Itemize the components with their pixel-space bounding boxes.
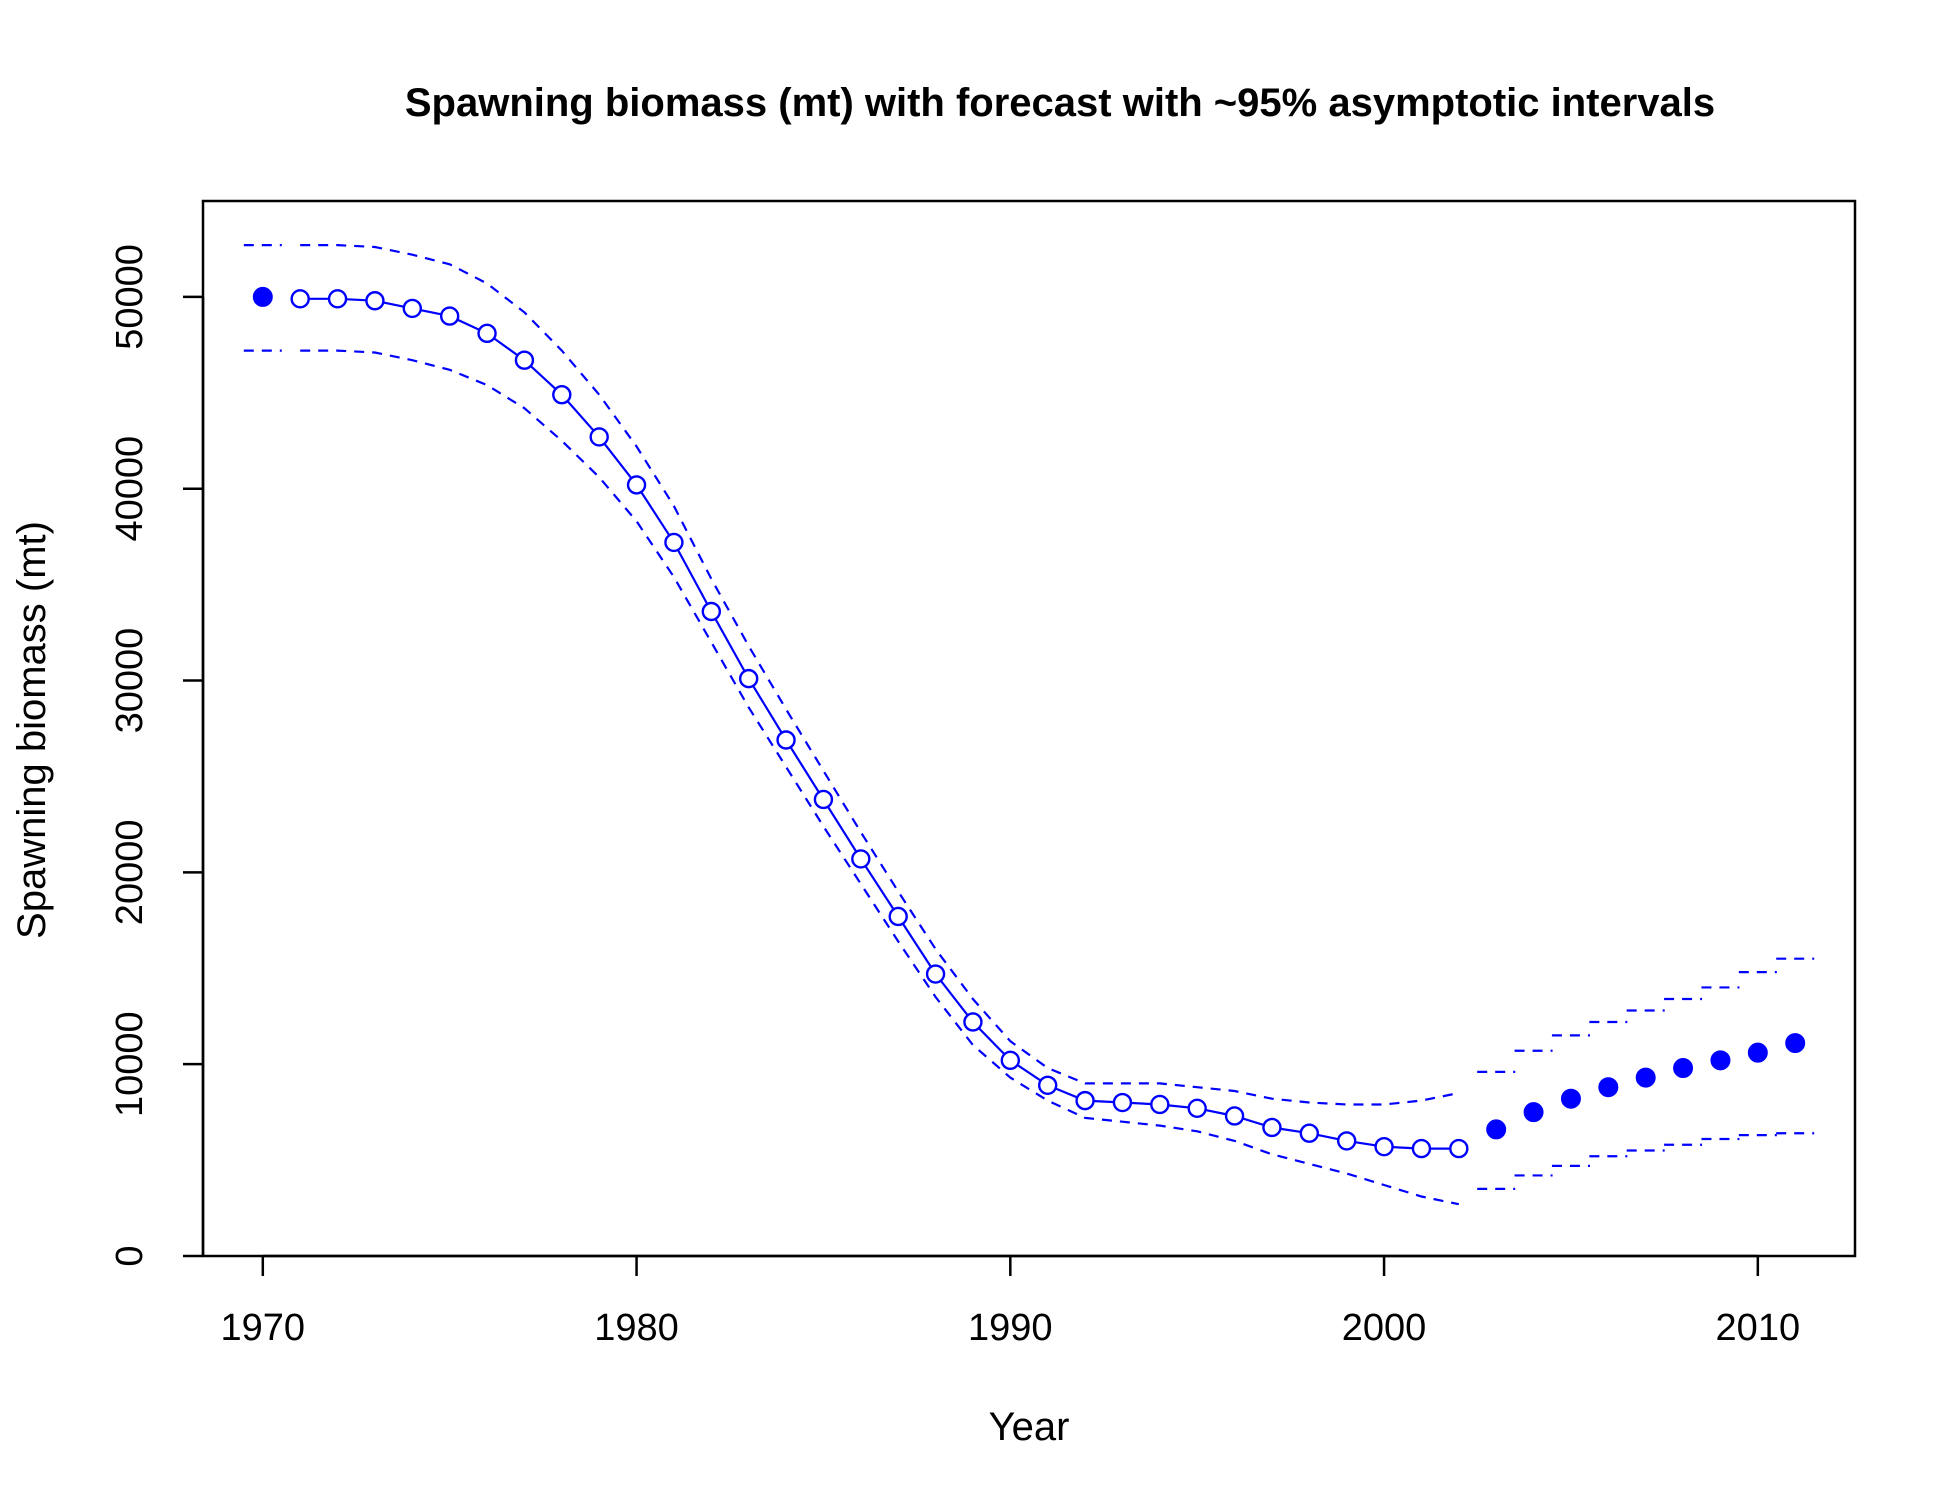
y-tick-label: 50000: [109, 244, 151, 350]
data-point: [365, 291, 385, 311]
plot-area: [243, 244, 1815, 1206]
plot-frame: [201, 199, 1857, 1258]
data-point: [701, 601, 722, 622]
data-point: [738, 668, 759, 689]
data-point: [402, 298, 423, 319]
data-point: [1598, 1077, 1619, 1098]
y-axis-label: Spawning biomass (mt): [10, 521, 54, 939]
data-point: [1037, 1075, 1058, 1095]
series-virgin: [243, 244, 282, 352]
data-point: [514, 350, 535, 370]
data-point: [552, 385, 572, 405]
data-point: [1486, 1119, 1507, 1140]
data-point: [1560, 1088, 1581, 1109]
data-point: [327, 289, 348, 309]
lower-interval-line: [300, 349, 1460, 1206]
data-point: [1224, 1106, 1245, 1126]
y-tick-label: 10000: [109, 1011, 151, 1117]
x-axis: 1970 1980 1990 2000 2010: [221, 1254, 1801, 1349]
x-tick-label: 2010: [1716, 1307, 1801, 1349]
data-point: [589, 427, 609, 447]
data-point: [1710, 1050, 1731, 1071]
y-tick-label: 20000: [109, 820, 151, 926]
x-tick-label: 2000: [1342, 1307, 1427, 1349]
data-point: [290, 289, 310, 309]
data-point: [851, 849, 871, 869]
data-point: [1523, 1102, 1544, 1123]
data-point: [776, 730, 796, 750]
data-point: [1673, 1058, 1694, 1079]
y-axis: 0 10000 20000 30000 40000 50000: [109, 244, 205, 1267]
series-forecast: [1477, 957, 1815, 1190]
x-tick-label: 1980: [594, 1307, 679, 1349]
upper-interval-line: [300, 244, 1460, 1106]
x-axis-label: Year: [989, 1405, 1070, 1449]
data-point: [1449, 1138, 1469, 1159]
series-estimated: [290, 244, 1469, 1206]
x-tick-label: 1990: [968, 1307, 1053, 1349]
data-point: [888, 906, 908, 927]
data-point: [1336, 1131, 1357, 1151]
data-point: [1187, 1098, 1207, 1119]
data-point: [1075, 1090, 1095, 1111]
data-point: [1000, 1050, 1021, 1071]
data-point: [925, 964, 946, 984]
data-point: [1262, 1117, 1282, 1138]
data-point: [1785, 1033, 1806, 1054]
data-point: [1150, 1094, 1170, 1115]
data-point: [1299, 1123, 1320, 1143]
data-point: [626, 475, 647, 495]
data-point: [477, 323, 497, 344]
y-tick-label: 40000: [109, 436, 151, 542]
data-point: [664, 532, 684, 553]
y-tick-label: 0: [109, 1245, 151, 1266]
x-tick-label: 1970: [221, 1307, 306, 1349]
data-point: [963, 1012, 983, 1032]
y-tick-label: 30000: [109, 628, 151, 734]
estimate-line: [300, 297, 1459, 1150]
data-point: [439, 306, 460, 326]
data-point: [1112, 1092, 1133, 1113]
data-point: [1374, 1136, 1394, 1157]
data-point: [1411, 1138, 1432, 1159]
chart-title: Spawning biomass (mt) with forecast with…: [405, 81, 1715, 125]
data-point: [1635, 1067, 1656, 1088]
data-point: [813, 789, 834, 810]
data-point: [1747, 1042, 1768, 1063]
data-point: [252, 286, 273, 307]
